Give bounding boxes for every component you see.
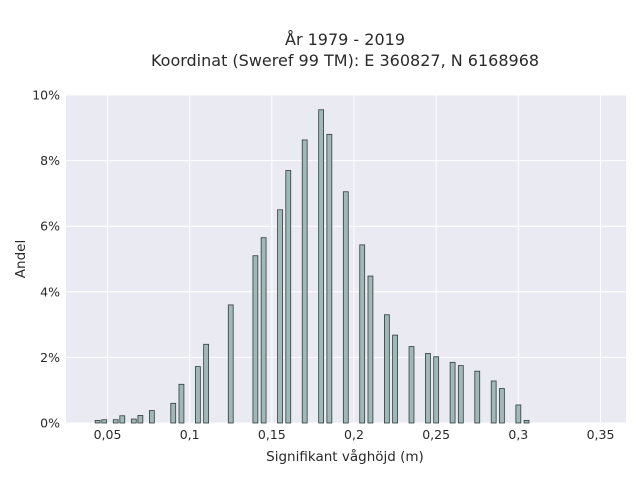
histogram-bar xyxy=(449,361,456,424)
histogram-bar xyxy=(392,334,398,424)
x-tick-labels: 0,05 0,1 0,15 0,2 0,25 0,3 0,35 xyxy=(94,427,615,442)
y-tick-labels: 0% 2% 4% 6% 8% 10% xyxy=(32,88,60,431)
x-tick-label: 0,1 xyxy=(180,427,200,442)
x-tick-label: 0,35 xyxy=(587,427,615,442)
histogram-bar xyxy=(94,419,101,424)
histogram-bar xyxy=(252,255,259,424)
histogram-bar xyxy=(301,139,308,424)
histogram-bar xyxy=(195,366,201,424)
y-tick-label: 6% xyxy=(40,219,60,234)
histogram-bar xyxy=(203,343,209,424)
x-tick-label: 0,15 xyxy=(258,427,286,442)
y-axis-label: Andel xyxy=(13,240,29,278)
histogram-bar xyxy=(178,383,185,424)
x-axis-label: Signifikant våghöjd (m) xyxy=(266,448,424,465)
y-tick-label: 0% xyxy=(40,416,60,431)
histogram-bar xyxy=(326,133,333,424)
histogram-bar xyxy=(474,370,481,424)
histogram-bar xyxy=(383,314,390,424)
histogram-bar xyxy=(523,419,530,424)
x-tick-label: 0,3 xyxy=(508,427,528,442)
histogram-bar xyxy=(318,109,325,424)
histogram-bar xyxy=(457,365,464,424)
histogram-bar xyxy=(227,304,234,424)
histogram-bar xyxy=(285,170,292,424)
histogram-bar xyxy=(277,209,283,424)
histogram-bar xyxy=(433,356,440,424)
y-tick-label: 2% xyxy=(40,350,60,365)
histogram-bar xyxy=(515,404,522,424)
histogram-bar xyxy=(408,346,415,424)
histogram-bar xyxy=(149,410,155,424)
histogram-bar xyxy=(170,402,177,424)
histogram-bar xyxy=(119,415,126,424)
histogram-bar xyxy=(367,275,374,424)
x-tick-label: 0,25 xyxy=(422,427,450,442)
histogram-bar xyxy=(260,237,267,424)
histogram-bar xyxy=(137,415,144,424)
chart-subtitle: Koordinat (Sweref 99 TM): E 360827, N 61… xyxy=(151,51,539,70)
histogram-bar xyxy=(101,419,108,424)
x-tick-label: 0,05 xyxy=(94,427,122,442)
histogram-bar xyxy=(112,419,119,424)
histogram-bars xyxy=(94,109,530,424)
histogram-bar xyxy=(425,353,431,424)
histogram-bar xyxy=(490,380,497,424)
y-tick-label: 10% xyxy=(32,88,60,103)
x-tick-label: 0,2 xyxy=(344,427,364,442)
histogram-bar xyxy=(130,418,137,424)
histogram-bar xyxy=(499,388,505,424)
y-tick-label: 8% xyxy=(40,153,60,168)
y-tick-label: 4% xyxy=(40,284,60,299)
x-gridlines xyxy=(107,95,601,423)
histogram-bar xyxy=(359,244,366,424)
chart-title: År 1979 - 2019 xyxy=(285,30,405,49)
histogram-bar xyxy=(342,191,349,424)
